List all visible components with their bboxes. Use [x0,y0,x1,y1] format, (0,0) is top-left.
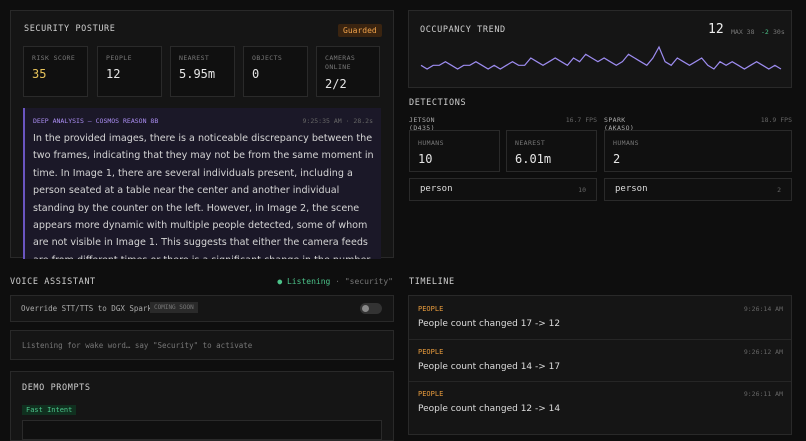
analysis-title: DEEP ANALYSIS — COSMOS REASON 8B [33,117,159,125]
occupancy-panel: OCCUPANCY TREND 12 MAX 38 -2 30s [408,10,792,88]
section-title: VOICE ASSISTANT [10,277,96,287]
delta: -2 [761,28,769,36]
stat-card: RISK SCORE 35 [23,46,88,97]
panel-title: DEMO PROMPTS [22,383,91,393]
device-fps: 16.7 FPS [565,116,597,124]
stat-value: 5.95m [179,67,216,81]
hint-row: Listening for wake word… say "Security" … [10,330,394,360]
object-label: person [420,184,453,194]
stat-card: OBJECTS 0 [243,46,308,97]
page: {"security_posture":{"title":"SECURITY P… [10,10,792,441]
stat-value: 35 [32,67,47,81]
separator: · [335,277,340,286]
divider [409,381,791,382]
panel-title: SECURITY POSTURE [24,24,116,34]
separator: · [345,117,350,125]
object-count: 2 [777,186,781,194]
stat-label: CAMERAS ONLINE [325,54,356,71]
override-label: Override STT/TTS to DGX Spark [21,304,152,313]
stat-label: NEAREST [179,54,210,62]
section-title: TIMELINE [409,277,455,287]
stat-label: PEOPLE [106,54,132,62]
analysis-box: DEEP ANALYSIS — COSMOS REASON 8B 9:25:35… [23,108,381,259]
stat-card: PEOPLE 12 [97,46,162,97]
panel-title: OCCUPANCY TREND [420,25,506,35]
event-type: PEOPLE [418,347,444,356]
stat-label: OBJECTS [252,54,283,62]
stat-label: HUMANS [418,139,444,147]
status-text: Listening [286,277,331,286]
status-badge: Guarded [338,24,382,37]
event-text: People count changed 12 -> 14 [418,404,561,414]
analysis-duration: 28.2s [353,117,373,125]
stat-card: HUMANS 10 [409,130,500,172]
section-title: DETECTIONS [409,98,467,108]
divider [409,338,791,340]
keyword: "security" [344,277,393,286]
current-count: 12 [708,22,724,37]
max-count: MAX 38 [731,28,755,36]
demo-panel: DEMO PROMPTS Fast Intent [10,371,394,441]
stat-value: 2 [613,152,621,166]
intent-tag[interactable]: Fast Intent [22,405,77,415]
status-dot: ● [277,277,283,286]
device-name: JETSON (D435) [409,116,435,132]
event-type: PEOPLE [418,390,444,398]
toggle[interactable] [360,303,382,314]
event-type: PEOPLE [418,305,444,313]
sparkline [420,45,782,70]
coming-soon-badge: COMING SOON [150,302,198,313]
stat-card: NEAREST 6.01m [506,130,597,172]
stat-label: RISK SCORE [32,54,76,62]
dashboard: SECURITY POSTURE Guarded DEEP ANALYSIS —… [10,10,792,441]
event-time: 9:26:14 AM [743,305,783,313]
device-fps: 18.9 FPS [760,116,792,124]
stat-card: NEAREST 5.95m [170,46,235,97]
stat-label: HUMANS [613,139,639,147]
prompt-button[interactable] [22,420,382,440]
toggle-knob [362,305,369,312]
event-text: People count changed 17 -> 12 [418,319,561,329]
event-time: 9:26:11 AM [743,390,783,398]
analysis-text: In the provided images, there is a notic… [33,133,374,259]
voice-status: ● Listening · "security" [277,277,393,286]
stat-value: 2/2 [325,77,347,91]
object-row: person 2 [604,178,792,201]
hint: Listening for wake word… say "Security" … [22,341,253,350]
analysis-meta: 9:25:35 AM · 28.2s [303,117,373,125]
stat-label: NEAREST [515,139,546,147]
window: 30s [773,28,785,36]
event-text: People count changed 14 -> 17 [418,361,561,372]
stat-card: HUMANS 2 [604,130,792,172]
security-panel: SECURITY POSTURE Guarded DEEP ANALYSIS —… [10,10,394,259]
stat-value: 0 [252,67,260,81]
event-time: 9:26:12 AM [743,347,783,356]
analysis-time: 9:25:35 AM [302,117,342,125]
stat-card: CAMERAS ONLINE 2/2 [316,46,380,97]
object-row: person 10 [409,178,597,201]
device-name: SPARK (AKASO) [604,116,635,132]
object-label: person [615,184,648,194]
trend-line [420,45,782,70]
object-count: 10 [578,186,586,194]
stat-value: 6.01m [515,152,552,166]
timeline-panel: PEOPLE 9:26:14 AM People count changed 17 … [408,295,792,435]
override-row: Override STT/TTS to DGX Spark COMING SOO… [10,295,394,322]
stat-value: 10 [418,152,433,166]
stat-value: 12 [106,67,121,81]
